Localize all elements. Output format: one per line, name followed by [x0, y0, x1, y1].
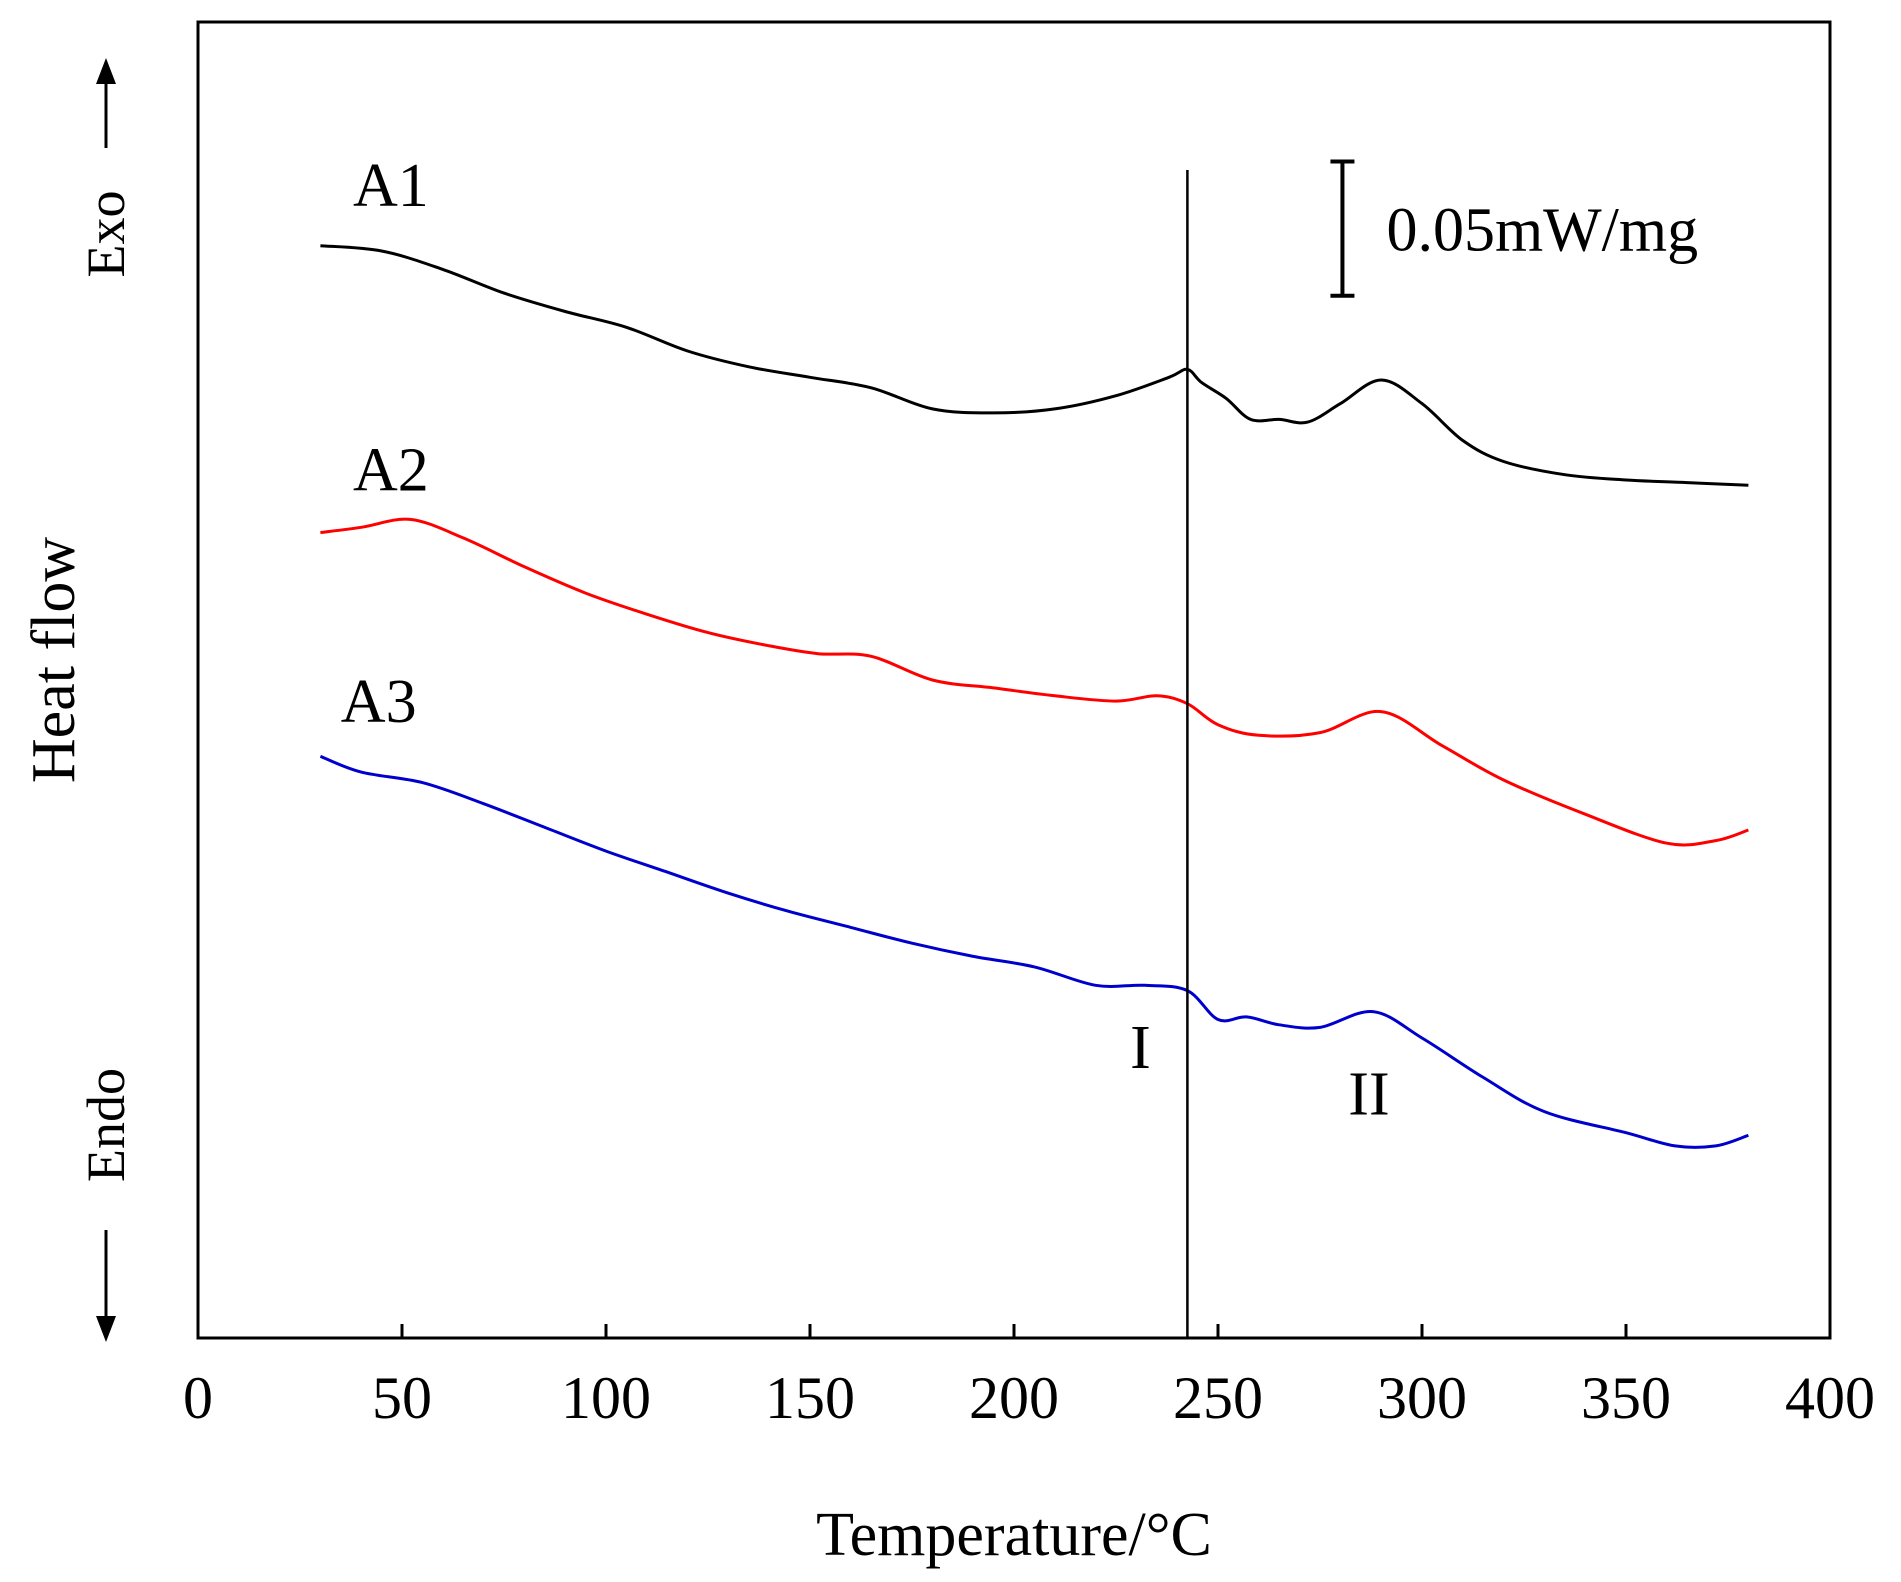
exo-label: Exo	[76, 191, 136, 278]
x-tick-label: 400	[1785, 1365, 1875, 1431]
x-tick-label: 250	[1173, 1365, 1263, 1431]
series-line-a1	[320, 244, 1749, 487]
x-tick-label: 100	[561, 1365, 651, 1431]
series-line-a2	[320, 517, 1749, 847]
series-label-a2: A2	[353, 436, 429, 504]
x-tick-label: 200	[969, 1365, 1059, 1431]
endo-arrow-icon	[96, 1316, 116, 1342]
y-axis-title: Heat flow	[20, 537, 88, 783]
series-label-a1: A1	[353, 152, 429, 220]
endo-indicator: Endo	[76, 1068, 136, 1342]
series-line-a3	[319, 754, 1749, 1149]
exo-arrow-icon	[96, 58, 116, 84]
peak-label: II	[1348, 1060, 1389, 1128]
peak-labels: III	[1130, 1014, 1389, 1128]
x-axis-ticks: 0 50 100 150 200 250 300 350 400	[183, 1324, 1875, 1431]
x-tick-label: 350	[1581, 1365, 1671, 1431]
series-layer: A1 A2 A3	[319, 152, 1749, 1149]
scale-bar-label: 0.05mW/mg	[1386, 197, 1698, 265]
exo-indicator: Exo	[76, 58, 136, 278]
x-axis-title: Temperature/°C	[816, 1501, 1212, 1569]
x-tick-label: 0	[183, 1365, 213, 1431]
x-tick-label: 150	[765, 1365, 855, 1431]
endo-label: Endo	[76, 1068, 136, 1182]
x-tick-label: 300	[1377, 1365, 1467, 1431]
series-label-a3: A3	[341, 668, 417, 736]
x-tick-label: 50	[372, 1365, 432, 1431]
peak-label: I	[1130, 1014, 1151, 1082]
scale-bar: 0.05mW/mg	[1330, 159, 1698, 298]
